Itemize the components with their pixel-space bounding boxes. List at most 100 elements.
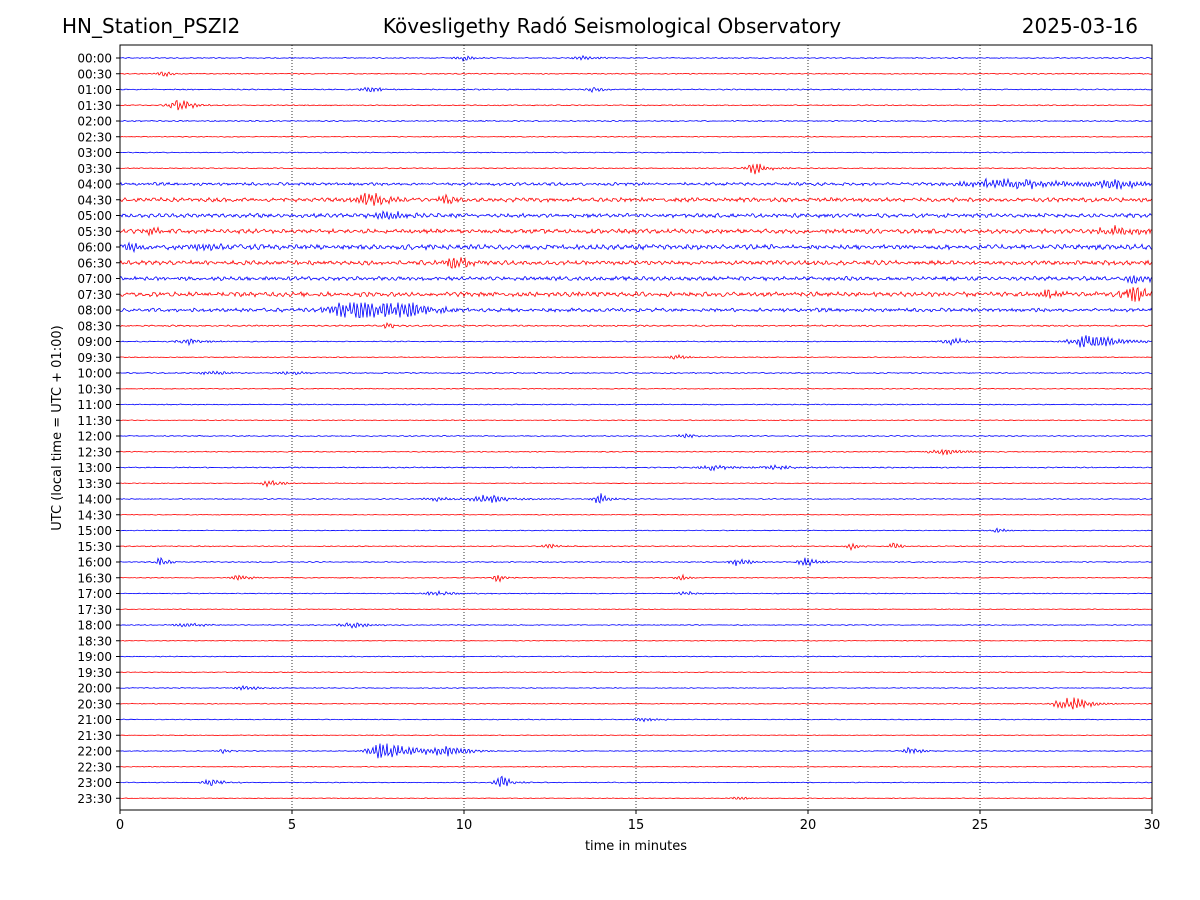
trace-2230 xyxy=(119,765,1152,768)
y-tick-label: 11:00 xyxy=(77,398,112,412)
trace-1900 xyxy=(119,655,1153,658)
x-axis-ticks: 0 5 10 15 20 25 30 xyxy=(116,810,1160,833)
y-tick-label: 07:00 xyxy=(77,272,112,286)
y-tick-label: 18:00 xyxy=(77,619,112,633)
y-tick-label: 10:00 xyxy=(77,367,112,381)
trace-0230 xyxy=(119,135,1153,138)
trace-1100 xyxy=(119,403,1153,406)
y-tick-label: 06:30 xyxy=(77,256,112,270)
trace-0730 xyxy=(119,286,1153,302)
trace-2000 xyxy=(119,685,1153,691)
y-tick-label: 18:30 xyxy=(77,634,112,648)
y-tick-label: 19:00 xyxy=(77,650,112,664)
x-tick-label: 25 xyxy=(972,818,989,833)
y-tick-label: 14:00 xyxy=(77,493,112,507)
x-axis-label: time in minutes xyxy=(585,839,687,854)
y-tick-label: 08:00 xyxy=(77,304,112,318)
y-tick-label: 21:30 xyxy=(77,729,112,743)
y-tick-label: 12:30 xyxy=(77,445,112,459)
y-tick-label: 05:30 xyxy=(77,225,112,239)
x-tick-label: 0 xyxy=(116,818,124,833)
trace-1800 xyxy=(119,622,1153,629)
trace-1300 xyxy=(119,464,1153,472)
trace-1500 xyxy=(119,527,1153,533)
trace-1830 xyxy=(119,639,1153,642)
y-tick-label: 14:30 xyxy=(77,508,112,522)
trace-1630 xyxy=(119,573,1153,583)
date-title: 2025-03-16 xyxy=(1021,14,1138,38)
y-tick-label: 21:00 xyxy=(77,713,112,727)
trace-1600 xyxy=(119,556,1153,567)
y-tick-label: 23:30 xyxy=(77,792,112,806)
trace-0530 xyxy=(119,225,1153,237)
y-tick-label: 08:30 xyxy=(77,319,112,333)
trace-1330 xyxy=(119,479,1153,488)
trace-0200 xyxy=(119,119,1153,123)
y-tick-label: 04:00 xyxy=(77,178,112,192)
trace-2330 xyxy=(119,796,1153,801)
station-title: HN_Station_PSZI2 xyxy=(62,14,241,38)
y-tick-label: 00:30 xyxy=(77,67,112,81)
trace-1030 xyxy=(119,387,1153,390)
y-tick-label: 17:30 xyxy=(77,603,112,617)
y-tick-label: 07:30 xyxy=(77,288,112,302)
trace-2130 xyxy=(119,734,1153,737)
trace-2200 xyxy=(119,743,1153,759)
trace-0100 xyxy=(119,86,1153,93)
trace-1400 xyxy=(119,493,1153,504)
trace-1430 xyxy=(119,513,1153,516)
observatory-title: Kövesligethy Radó Seismological Observat… xyxy=(382,14,842,38)
trace-2300 xyxy=(119,775,1153,787)
y-tick-label: 20:00 xyxy=(77,682,112,696)
grid-lines xyxy=(291,45,981,810)
trace-0930 xyxy=(119,353,1153,360)
trace-0130 xyxy=(119,99,1153,111)
y-tick-label: 13:00 xyxy=(77,461,112,475)
trace-1930 xyxy=(119,671,1153,674)
y-tick-label: 04:30 xyxy=(77,193,112,207)
trace-1000 xyxy=(119,370,1153,376)
y-tick-label: 16:30 xyxy=(77,571,112,585)
trace-0700 xyxy=(119,275,1153,285)
y-tick-label: 12:00 xyxy=(77,430,112,444)
y-tick-label: 16:00 xyxy=(77,556,112,570)
trace-1700 xyxy=(119,589,1153,597)
y-tick-label: 15:00 xyxy=(77,524,112,538)
y-tick-label: 10:30 xyxy=(77,382,112,396)
y-tick-label: 17:00 xyxy=(77,587,112,601)
trace-1200 xyxy=(119,432,1153,439)
trace-0600 xyxy=(119,241,1153,254)
y-tick-label: 09:30 xyxy=(77,351,112,365)
trace-1730 xyxy=(119,608,1153,611)
trace-0900 xyxy=(119,335,1153,348)
trace-0430 xyxy=(119,192,1153,206)
y-tick-label: 05:00 xyxy=(77,209,112,223)
y-tick-label: 19:30 xyxy=(77,666,112,680)
y-tick-label: 22:00 xyxy=(77,745,112,759)
y-axis-label: UTC (local time = UTC + 01:00) xyxy=(50,325,65,530)
y-tick-label: 06:00 xyxy=(77,241,112,255)
trace-1130 xyxy=(119,419,1153,422)
trace-0400 xyxy=(119,177,1153,191)
y-tick-label: 13:30 xyxy=(77,477,112,491)
trace-0500 xyxy=(119,210,1153,221)
y-tick-label: 11:30 xyxy=(77,414,112,428)
x-tick-label: 5 xyxy=(288,818,296,833)
x-tick-label: 10 xyxy=(456,818,473,833)
y-tick-label: 00:00 xyxy=(77,52,112,66)
trace-0830 xyxy=(119,322,1153,330)
x-tick-label: 15 xyxy=(628,818,645,833)
y-tick-label: 20:30 xyxy=(77,697,112,711)
trace-0030 xyxy=(119,71,1153,78)
trace-2030 xyxy=(119,697,1153,710)
trace-0800 xyxy=(119,302,1153,318)
trace-1230 xyxy=(119,448,1153,456)
y-tick-label: 23:00 xyxy=(77,776,112,790)
x-tick-label: 20 xyxy=(800,818,817,833)
trace-1530 xyxy=(119,542,1153,551)
y-tick-label: 01:00 xyxy=(77,83,112,97)
trace-2100 xyxy=(119,717,1153,723)
trace-0630 xyxy=(119,257,1153,269)
